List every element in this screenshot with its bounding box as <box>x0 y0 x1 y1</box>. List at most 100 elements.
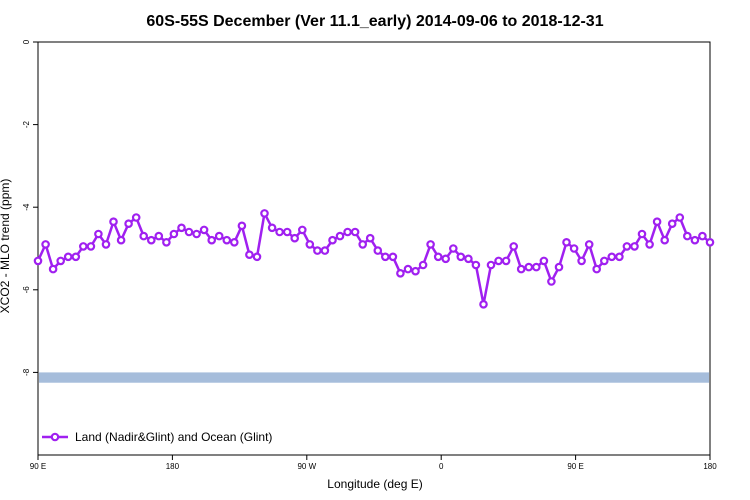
y-axis-label: XCO2 - MLO trend (ppm) <box>0 179 12 314</box>
data-point <box>645 240 654 249</box>
data-point <box>222 235 232 245</box>
data-point <box>282 227 292 237</box>
data-point <box>147 235 156 245</box>
data-point <box>403 264 413 274</box>
data-point <box>501 256 511 266</box>
data-point <box>335 231 345 241</box>
data-point <box>486 260 496 270</box>
legend-marker-swatch <box>50 432 60 442</box>
data-point <box>365 233 375 243</box>
data-point <box>524 262 534 272</box>
data-point <box>388 252 398 262</box>
x-axis-label: Longitude (deg E) <box>327 477 422 491</box>
data-point <box>343 227 352 237</box>
data-point <box>230 238 239 247</box>
data-point <box>124 219 133 229</box>
data-point <box>652 217 662 227</box>
data-point <box>615 252 624 262</box>
data-point <box>260 209 269 218</box>
x-axis-ticks: 90 E 180 90 W 0 90 E 180 <box>30 455 717 471</box>
x-tick-label: 90 W <box>297 462 316 471</box>
data-point <box>313 246 322 255</box>
y-tick-label: -2 <box>22 120 31 128</box>
data-point <box>275 227 284 237</box>
data-point <box>562 238 571 247</box>
data-point <box>396 268 405 278</box>
y-tick-label: -4 <box>22 203 31 211</box>
data-point <box>494 256 503 266</box>
x-tick-label: 180 <box>703 462 717 471</box>
data-point <box>448 244 458 253</box>
data-point <box>380 252 390 262</box>
data-point <box>245 250 254 260</box>
data-point <box>320 246 330 255</box>
data-point <box>86 242 96 251</box>
y-tick-label: 0 <box>22 39 31 44</box>
data-point <box>207 235 217 245</box>
data-point <box>290 233 300 243</box>
data-point <box>547 277 556 286</box>
x-tick-label: 90 E <box>30 462 46 471</box>
data-point <box>539 256 549 266</box>
data-point <box>328 235 337 245</box>
data-point <box>94 229 103 239</box>
data-point <box>358 240 368 249</box>
chart-title: 60S-55S December (Ver 11.1_early) 2014-0… <box>146 13 603 30</box>
data-point <box>471 260 481 270</box>
data-point <box>599 256 609 266</box>
data-point <box>252 252 262 262</box>
data-point <box>63 252 73 262</box>
y-tick-label: -8 <box>22 368 31 376</box>
data-point <box>667 219 677 229</box>
data-point <box>531 262 541 272</box>
data-point <box>554 262 564 272</box>
data-point <box>637 229 647 239</box>
y-tick-label: -6 <box>22 286 31 294</box>
data-point <box>682 231 692 241</box>
legend-entry-label: Land (Nadir&Glint) and Ocean (Glint) <box>75 430 272 444</box>
data-point <box>177 223 186 233</box>
x-tick-label: 180 <box>166 462 180 471</box>
data-point <box>433 252 443 262</box>
data-point <box>71 252 81 262</box>
data-point <box>56 256 66 266</box>
data-point <box>607 252 617 262</box>
data-point <box>569 244 579 253</box>
data-point <box>675 213 685 222</box>
data-point <box>48 264 58 274</box>
data-point <box>577 256 586 266</box>
data-point <box>584 240 594 249</box>
data-point <box>33 256 43 266</box>
data-point <box>139 231 149 241</box>
data-point <box>690 235 700 245</box>
data-point <box>131 213 141 222</box>
reference-band <box>39 372 709 383</box>
data-point <box>297 225 307 235</box>
legend: Land (Nadir&Glint) and Ocean (Glint) <box>42 430 272 444</box>
data-point <box>411 266 420 276</box>
data-point <box>441 254 451 264</box>
data-point <box>509 242 519 251</box>
data-point <box>350 227 360 237</box>
data-point <box>237 221 247 231</box>
data-point <box>426 240 435 249</box>
x-tick-label: 0 <box>439 462 444 471</box>
data-point <box>456 252 466 262</box>
series-layer <box>33 209 715 309</box>
data-point <box>154 231 164 241</box>
data-point <box>184 227 194 237</box>
data-point <box>592 264 602 274</box>
data-point <box>162 238 171 247</box>
data-point <box>116 235 126 245</box>
data-point <box>705 238 715 247</box>
data-point <box>41 240 50 249</box>
data-point <box>199 225 209 235</box>
x-tick-label: 90 E <box>567 462 583 471</box>
data-point <box>479 299 488 309</box>
data-point <box>79 242 88 251</box>
data-point <box>169 229 179 239</box>
data-point <box>267 223 277 233</box>
data-point <box>630 242 639 251</box>
